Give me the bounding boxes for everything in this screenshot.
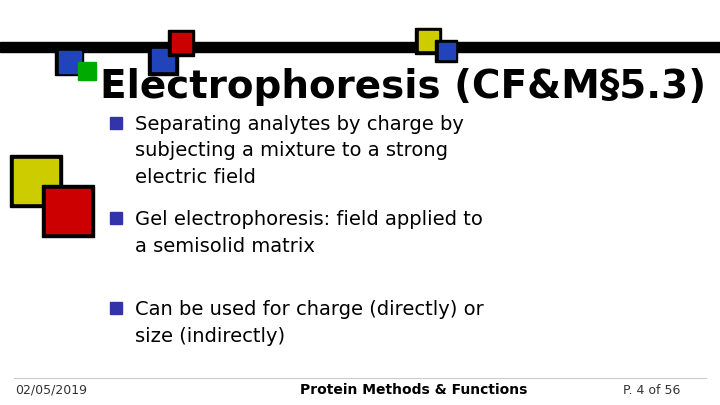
Bar [152,49,174,71]
Bar [419,31,438,50]
Bar [10,155,62,207]
Text: Protein Methods & Functions: Protein Methods & Functions [300,383,527,397]
Text: 02/05/2019: 02/05/2019 [15,384,87,396]
Text: Gel electrophoresis: field applied to
a semisolid matrix: Gel electrophoresis: field applied to a … [135,210,483,256]
Text: P. 4 of 56: P. 4 of 56 [623,384,680,396]
Bar [110,212,122,224]
Bar [42,185,94,237]
Bar [59,51,81,73]
Bar [148,45,178,75]
Bar [168,30,194,56]
Bar [0,42,720,52]
Bar [78,62,96,80]
Bar [46,189,90,233]
Bar [439,43,455,59]
Bar [55,47,83,75]
Bar [172,33,191,52]
Text: Separating analytes by charge by
subjecting a mixture to a strong
electric field: Separating analytes by charge by subject… [135,115,464,187]
Text: Can be used for charge (directly) or
size (indirectly): Can be used for charge (directly) or siz… [135,300,484,345]
Bar [435,40,457,62]
Bar [110,117,122,129]
Bar [14,159,58,203]
Bar [415,28,441,54]
Bar [110,302,122,314]
Text: Electrophoresis (CF&M§5.3): Electrophoresis (CF&M§5.3) [100,68,706,106]
